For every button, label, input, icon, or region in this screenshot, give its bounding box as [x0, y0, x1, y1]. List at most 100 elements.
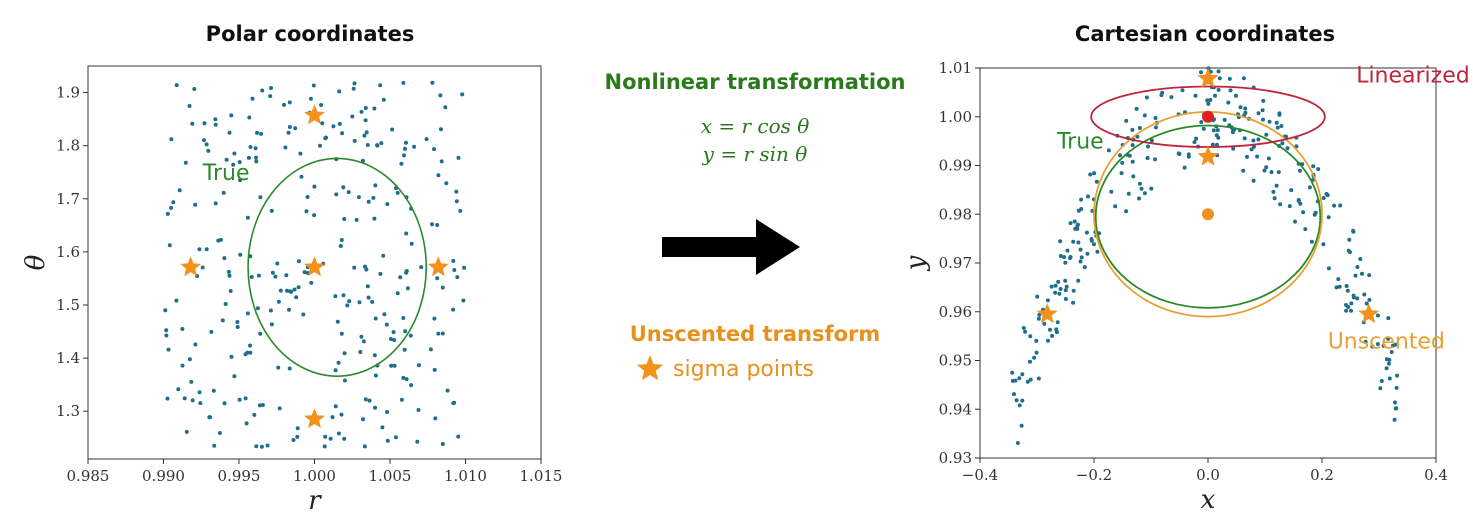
sample-point [1334, 285, 1339, 290]
sample-point [1106, 148, 1111, 153]
sample-point [189, 379, 194, 384]
sample-point [388, 337, 393, 341]
sample-point [255, 130, 259, 135]
x-tick-label: −0.2 [1076, 466, 1112, 484]
sample-point [390, 127, 395, 132]
sample-point [1053, 290, 1058, 295]
sample-point [454, 199, 459, 204]
sample-point [1130, 143, 1135, 148]
sample-point [254, 159, 259, 164]
sample-point [1092, 171, 1097, 176]
sample-point [1092, 242, 1096, 247]
sample-point [253, 146, 258, 151]
sample-point [366, 199, 371, 204]
sample-point [221, 190, 226, 195]
sample-point [1351, 229, 1356, 234]
sample-point [260, 88, 265, 93]
sample-point [223, 302, 228, 306]
sample-point [286, 130, 291, 135]
sample-point [324, 135, 328, 140]
sample-point [1307, 185, 1312, 190]
y-tick-label: 0.93 [939, 449, 972, 467]
sample-point [255, 306, 260, 311]
sample-point [402, 347, 407, 352]
sample-point [1088, 172, 1093, 177]
unscented-annotation: Unscented [1328, 329, 1445, 354]
sample-point [361, 339, 366, 344]
sample-point [1057, 291, 1062, 296]
sample-point [258, 331, 263, 336]
x-tick-label: 0.0 [1196, 466, 1220, 484]
sample-point [177, 188, 182, 193]
sample-point [1394, 406, 1399, 411]
sample-point [287, 100, 292, 105]
sample-point [401, 316, 406, 320]
sample-point [1274, 120, 1279, 125]
sample-point [454, 189, 459, 194]
sample-point [296, 285, 301, 290]
sample-point [1194, 136, 1199, 141]
sample-point [1127, 153, 1132, 158]
arrow-head [756, 219, 800, 275]
sample-point [452, 268, 457, 272]
sample-point [276, 299, 281, 304]
sample-point [245, 215, 250, 220]
sample-point [373, 183, 378, 188]
sample-point [363, 264, 367, 269]
sample-point [1338, 203, 1343, 208]
sample-point [285, 288, 289, 293]
sample-point [340, 131, 345, 136]
sample-point [1149, 138, 1154, 143]
sample-point [1095, 249, 1100, 254]
sample-point [342, 378, 347, 383]
y-axis-label: y [901, 255, 931, 271]
sample-point [1375, 313, 1380, 318]
sample-point [1231, 146, 1236, 151]
y-tick-label: 1.7 [56, 190, 80, 208]
sample-point [1159, 93, 1164, 98]
sample-point [1064, 284, 1069, 289]
sample-point [1358, 257, 1363, 261]
sample-point [260, 403, 265, 407]
sample-point [1349, 308, 1353, 313]
sample-point [378, 83, 383, 88]
sample-point [164, 328, 169, 333]
sample-point [1351, 293, 1356, 298]
sample-point [1393, 342, 1398, 347]
sample-point [1234, 93, 1238, 98]
sample-point [302, 270, 307, 275]
sample-point [439, 127, 443, 132]
sample-point [1137, 181, 1142, 186]
x-tick-label: 1.015 [520, 467, 563, 485]
sample-point [1285, 146, 1290, 151]
sample-point [342, 217, 347, 221]
sample-point [399, 161, 404, 166]
sample-point [395, 291, 400, 296]
sample-point [258, 195, 263, 200]
sample-point [359, 109, 364, 114]
sample-point [1275, 125, 1280, 130]
sample-point [333, 404, 338, 409]
sample-point [256, 273, 261, 278]
sample-point [365, 284, 370, 289]
sample-point [291, 438, 296, 442]
x-tick-label: 1.000 [293, 467, 336, 485]
sample-point [364, 130, 369, 135]
sample-point [373, 405, 377, 410]
sample-point [187, 104, 192, 108]
sample-point [1260, 108, 1265, 113]
sample-point [1017, 403, 1022, 408]
sample-point [164, 333, 169, 338]
sample-point [351, 86, 356, 91]
sample-point [1025, 379, 1030, 384]
sample-point [1266, 156, 1271, 161]
x-tick-label: −0.4 [962, 466, 998, 484]
sigma-point-star [1197, 145, 1219, 166]
sample-point [341, 293, 346, 298]
sample-point [163, 308, 168, 313]
sample-point [1226, 100, 1231, 105]
sample-point [401, 375, 406, 380]
sample-point [1124, 209, 1129, 214]
sample-point [393, 435, 398, 440]
sample-point [392, 363, 397, 368]
